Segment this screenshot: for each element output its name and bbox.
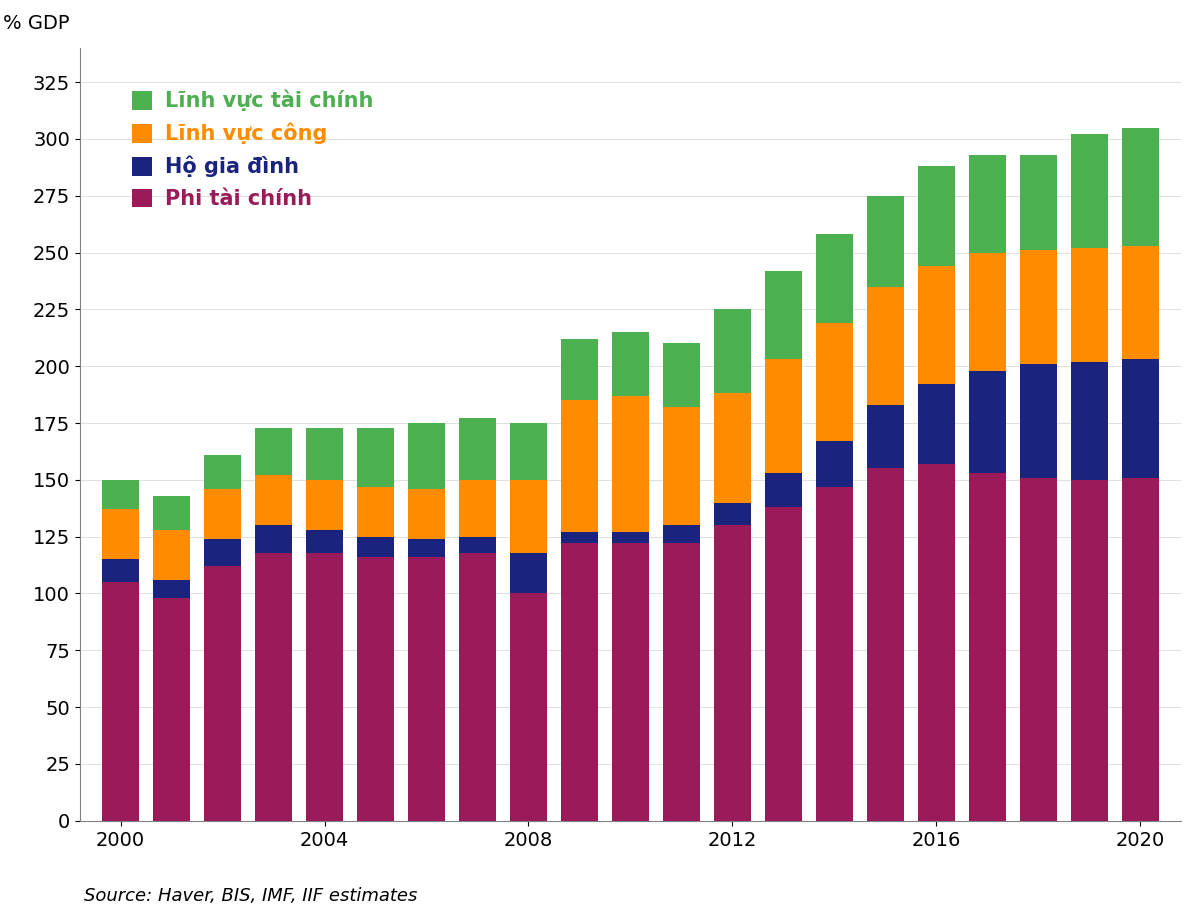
Bar (306, 480, 343, 530)
Bar (816, 235, 853, 323)
Bar (153, 580, 190, 598)
Bar (408, 557, 445, 821)
Bar (511, 480, 547, 552)
Bar (919, 167, 954, 267)
Bar (1070, 248, 1107, 361)
Text: Source: Haver, BIS, IMF, IIF estimates: Source: Haver, BIS, IMF, IIF estimates (84, 887, 417, 905)
Bar (714, 502, 751, 525)
Bar (205, 455, 240, 489)
Bar (1020, 155, 1056, 250)
Bar (714, 393, 751, 502)
Bar (103, 582, 139, 821)
Bar (103, 510, 139, 560)
Bar (714, 309, 751, 393)
Bar (867, 405, 904, 469)
Bar (663, 343, 700, 407)
Bar (663, 543, 700, 821)
Bar (459, 419, 496, 480)
Bar (663, 525, 700, 543)
Bar (1122, 246, 1159, 359)
Bar (1070, 361, 1107, 480)
Bar (919, 384, 954, 464)
Bar (306, 428, 343, 480)
Bar (511, 552, 547, 593)
Bar (919, 267, 954, 384)
Bar (205, 539, 240, 566)
Bar (1122, 478, 1159, 821)
Bar (408, 423, 445, 489)
Bar (358, 557, 393, 821)
Bar (153, 598, 190, 821)
Bar (969, 253, 1006, 370)
Bar (459, 552, 496, 821)
Bar (459, 480, 496, 537)
Bar (205, 489, 240, 539)
Bar (1070, 135, 1107, 248)
Bar (255, 552, 292, 821)
Bar (358, 428, 393, 487)
Bar (1020, 250, 1056, 364)
Bar (1020, 364, 1056, 478)
Bar (1122, 127, 1159, 246)
Bar (612, 332, 648, 396)
Bar (306, 552, 343, 821)
Bar (765, 359, 801, 473)
Bar (969, 155, 1006, 253)
Bar (919, 464, 954, 821)
Bar (459, 537, 496, 552)
Bar (255, 475, 292, 525)
Bar (969, 473, 1006, 821)
Bar (612, 543, 648, 821)
Bar (1020, 478, 1056, 821)
Bar (103, 560, 139, 582)
Bar (103, 480, 139, 510)
Bar (765, 271, 801, 359)
Bar (612, 396, 648, 532)
Bar (765, 473, 801, 507)
Bar (816, 441, 853, 487)
Bar (255, 428, 292, 475)
Bar (714, 525, 751, 821)
Bar (561, 532, 598, 543)
Bar (765, 507, 801, 821)
Bar (867, 196, 904, 287)
Bar (408, 489, 445, 539)
Bar (969, 370, 1006, 473)
Bar (816, 323, 853, 441)
Bar (1070, 480, 1107, 821)
Bar (153, 496, 190, 530)
Bar (561, 400, 598, 532)
Bar (205, 566, 240, 821)
Text: % GDP: % GDP (2, 14, 69, 33)
Bar (663, 407, 700, 525)
Bar (867, 469, 904, 821)
Bar (1122, 359, 1159, 478)
Bar (561, 543, 598, 821)
Bar (358, 487, 393, 537)
Legend: Lĩnh vực tài chính, Lĩnh vực công, Hộ gia đình, Phi tài chính: Lĩnh vực tài chính, Lĩnh vực công, Hộ gi… (123, 82, 382, 217)
Bar (612, 532, 648, 543)
Bar (255, 525, 292, 552)
Bar (153, 530, 190, 580)
Bar (408, 539, 445, 557)
Bar (306, 530, 343, 552)
Bar (511, 593, 547, 821)
Bar (358, 537, 393, 557)
Bar (816, 487, 853, 821)
Bar (867, 287, 904, 405)
Bar (511, 423, 547, 480)
Bar (561, 339, 598, 400)
